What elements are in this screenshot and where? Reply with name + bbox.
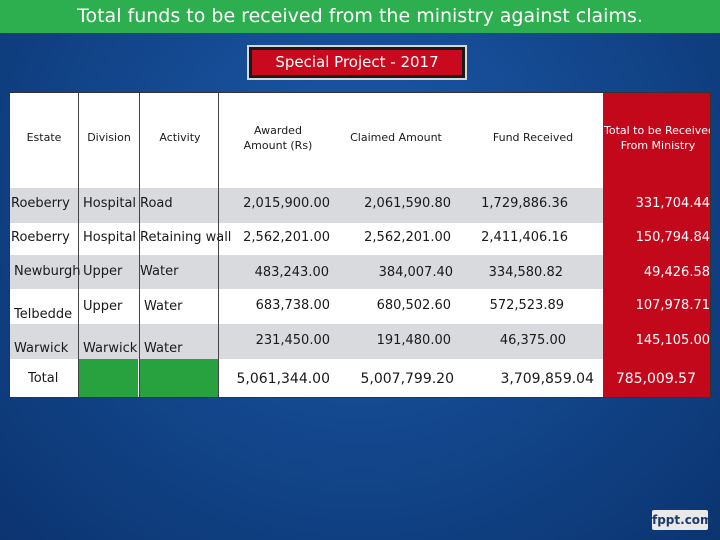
estate-cell: Roeberry: [11, 196, 70, 211]
estate-cell: Newburgh: [14, 264, 81, 279]
division-cell: Hospital: [83, 230, 137, 245]
estate-cell: Warwick: [14, 341, 69, 356]
total-cell: 145,105.00: [635, 333, 710, 348]
total-label: Total: [28, 371, 59, 386]
claimed-cell: 680,502.60: [376, 298, 451, 313]
total-cell: 107,978.71: [635, 298, 710, 313]
row-bg-1: [10, 188, 710, 223]
page-title: Total funds to be received from the mini…: [0, 0, 720, 33]
header-estate: Estate: [26, 131, 62, 144]
header-total-line2: From Ministry: [620, 139, 696, 152]
estate-cell: Telbedde: [14, 307, 73, 322]
header-awarded-line1: Awarded: [254, 124, 302, 137]
division-cell: Hospital: [83, 196, 137, 211]
grand-total-cell: 785,009.57: [615, 371, 696, 387]
awarded-cell: 2,015,900.00: [243, 196, 330, 211]
header-fund-received: Fund Received: [492, 131, 574, 144]
claimed-cell: 2,562,201.00: [364, 230, 451, 245]
fppt-logo: fppt.com: [652, 510, 713, 530]
activity-cell: Retaining wall: [140, 230, 232, 245]
header-activity: Activity: [159, 131, 201, 144]
fund-received-cell: 46,375.00: [499, 333, 566, 348]
row-bg-5: [10, 324, 710, 359]
header-total-line1: Total to be Received: [604, 124, 711, 137]
fund-received-cell: 334,580.82: [488, 265, 563, 280]
awarded-cell: 2,562,201.00: [243, 230, 330, 245]
fund-received-cell: 572,523.89: [489, 298, 564, 313]
division-cell: Upper: [83, 264, 123, 279]
column-divider: [603, 93, 604, 397]
funds-table: Total to be Received From Ministry 331,7…: [9, 92, 711, 398]
awarded-cell: 483,243.00: [254, 265, 329, 280]
fund-received-cell: 2,411,406.16: [481, 230, 568, 245]
activity-cell: Road: [140, 196, 173, 211]
column-divider: [218, 93, 219, 397]
activity-cell: Water: [144, 341, 183, 356]
total-activity-cell: [140, 359, 218, 397]
total-division-cell: [79, 359, 138, 397]
total-cell: 331,704.44: [635, 196, 710, 211]
division-cell: Upper: [83, 299, 123, 314]
total-column: Total to be Received From Ministry 331,7…: [604, 93, 711, 397]
activity-cell: Water: [144, 299, 183, 314]
subtitle-box: Special Project - 2017: [247, 45, 467, 80]
header-claimed: Claimed Amount: [350, 131, 442, 144]
header-division: Division: [87, 131, 131, 144]
subtitle: Special Project - 2017: [252, 50, 462, 75]
grand-fund-received-cell: 3,709,859.04: [500, 371, 594, 387]
row-bg-3: [10, 255, 710, 289]
column-divider: [139, 93, 140, 397]
activity-cell: Water: [140, 264, 179, 279]
fund-received-cell: 1,729,886.36: [481, 196, 568, 211]
total-cell: 150,794.84: [635, 230, 710, 245]
header-awarded-line2: Amount (Rs): [243, 139, 313, 152]
awarded-cell: 231,450.00: [255, 333, 330, 348]
division-cell: Warwick: [83, 341, 138, 356]
estate-cell: Roeberry: [11, 230, 70, 245]
grand-claimed-cell: 5,007,799.20: [360, 371, 454, 387]
claimed-cell: 2,061,590.80: [364, 196, 451, 211]
column-divider: [78, 93, 79, 397]
grand-awarded-cell: 5,061,344.00: [236, 371, 330, 387]
claimed-cell: 384,007.40: [378, 265, 453, 280]
awarded-cell: 683,738.00: [255, 298, 330, 313]
total-cell: 49,426.58: [643, 265, 710, 280]
claimed-cell: 191,480.00: [376, 333, 451, 348]
